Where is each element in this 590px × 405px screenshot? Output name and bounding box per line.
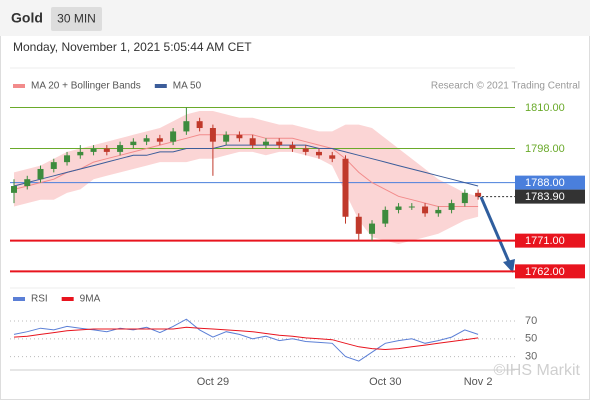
candle-body: [130, 141, 137, 146]
candle-body: [382, 209, 389, 224]
legend-label: RSI: [31, 294, 48, 305]
level-box: [515, 175, 585, 190]
candle-body: [90, 148, 97, 152]
candle-body: [276, 141, 283, 146]
ma-line: [13, 144, 479, 187]
candle-body: [156, 138, 163, 142]
bollinger-band: [14, 111, 479, 244]
legend-swatch: [61, 297, 74, 301]
candle-body: [395, 206, 402, 210]
candle-body: [435, 209, 442, 214]
watermark: ©IHS Markit: [494, 362, 581, 379]
candle-body: [64, 155, 71, 163]
source: Research © 2021 Trading Central: [431, 81, 580, 92]
candle-body: [422, 206, 429, 214]
candle-body: [289, 145, 296, 149]
candle-body: [183, 121, 190, 132]
candle-body: [448, 203, 455, 210]
ma-line: [13, 134, 479, 207]
candle-body: [355, 216, 362, 234]
level-box: [515, 264, 585, 279]
candle-body: [249, 138, 256, 146]
legend-swatch: [13, 84, 25, 88]
candle-body: [223, 134, 230, 142]
candle-body: [302, 148, 309, 152]
last-price-box: [515, 189, 585, 204]
candle-body: [37, 168, 44, 180]
candle-body: [196, 121, 203, 129]
candle-body: [11, 186, 17, 193]
last-price-label: 1783.90: [525, 191, 565, 203]
candle-body: [342, 158, 349, 217]
candle-body: [475, 192, 482, 197]
level-label: 1771.00: [525, 235, 565, 247]
legend-swatch: [13, 297, 25, 301]
y-tick-label: 50: [525, 333, 537, 345]
candle-body: [24, 179, 31, 187]
candle-body: [103, 148, 110, 152]
legend-label: 9MA: [80, 294, 101, 305]
candle-body: [143, 138, 150, 142]
candle-body: [236, 134, 243, 139]
candle-body: [209, 128, 216, 142]
x-tick-label: Nov 2: [464, 376, 493, 388]
y-tick-label: 30: [525, 351, 537, 363]
level-label: 1762.00: [525, 266, 565, 278]
candle-body: [329, 155, 336, 159]
level-label: 1788.00: [525, 177, 565, 189]
candle-body: [315, 151, 322, 156]
legend-label: MA 20 + Bollinger Bands: [31, 81, 141, 92]
legend-swatch: [154, 84, 167, 88]
candle-body: [461, 192, 468, 204]
title: Gold: [11, 10, 43, 26]
x-tick-label: Oct 29: [197, 376, 229, 388]
forecast-arrow: [479, 196, 511, 263]
level-label: 1798.00: [525, 143, 565, 155]
rsi-line: [13, 326, 479, 351]
candle-body: [117, 145, 124, 152]
interval-button[interactable]: [51, 7, 102, 31]
date: Monday, November 1, 2021 5:05:44 AM CET: [13, 40, 252, 54]
x-tick-label: Oct 30: [369, 376, 401, 388]
interval-label[interactable]: 30 MIN: [57, 12, 96, 26]
candle-body: [170, 131, 177, 142]
candle-body: [408, 206, 415, 208]
level-box: [515, 233, 585, 248]
forecast-arrow-head: [503, 259, 515, 273]
y-tick-label: 70: [525, 315, 537, 327]
level-label: 1810.00: [525, 102, 565, 114]
candle-body: [50, 162, 57, 169]
candle-body: [262, 141, 269, 146]
legend-label: MA 50: [173, 81, 202, 92]
candle-body: [369, 223, 376, 234]
candle-body: [77, 151, 84, 156]
